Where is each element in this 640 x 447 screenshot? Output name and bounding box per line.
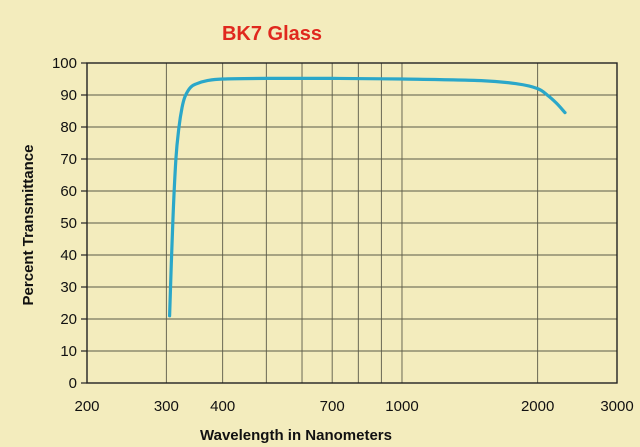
y-tick-label: 80: [60, 119, 77, 136]
transmittance-line: [168, 76, 567, 318]
y-tick-label: 50: [60, 215, 77, 232]
y-axis-label: Percent Transmittance: [20, 145, 37, 306]
y-tick-label: 40: [60, 247, 77, 264]
x-tick-label: 300: [154, 398, 179, 415]
series: [168, 76, 567, 318]
y-tick-label: 100: [52, 55, 77, 72]
y-tick-label: 70: [60, 151, 77, 168]
x-tick-label: 1000: [385, 398, 418, 415]
grid: [87, 63, 617, 383]
y-tick-label: 10: [60, 343, 77, 360]
x-tick-label: 400: [210, 398, 235, 415]
x-tick-label: 700: [320, 398, 345, 415]
y-tick-label: 90: [60, 87, 77, 104]
x-tick-label: 3000: [600, 398, 633, 415]
x-tick-label: 2000: [521, 398, 554, 415]
y-tick-label: 60: [60, 183, 77, 200]
x-tick-label: 200: [74, 398, 99, 415]
y-tick-label: 30: [60, 279, 77, 296]
tick-labels: 0 10 20 30 40 50 60 70 80 90 100 200 300 400 700 1000 20…: [52, 55, 634, 415]
y-tick-label: 20: [60, 311, 77, 328]
y-tick-label: 0: [69, 375, 77, 392]
x-axis-label: Wavelength in Nanometers: [200, 427, 392, 444]
chart-title: BK7 Glass: [222, 23, 322, 45]
